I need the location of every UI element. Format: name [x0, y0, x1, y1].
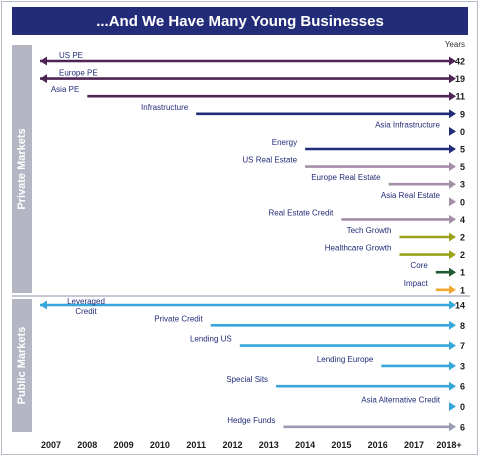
series-label: Lending US — [190, 335, 232, 344]
side-label: Private Markets — [16, 128, 28, 209]
x-tick-label: 2014 — [295, 440, 315, 450]
x-tick-label: 2011 — [186, 440, 206, 450]
series-label: Hedge Funds — [227, 416, 275, 425]
years-value: 6 — [460, 382, 465, 392]
series-arrowhead — [449, 91, 456, 101]
series-arrowhead — [449, 361, 456, 371]
years-value: 0 — [460, 197, 465, 207]
x-tick-label: 2015 — [331, 440, 351, 450]
series-arrowhead — [449, 179, 456, 189]
chart-title: ...And We Have Many Young Businesses — [12, 7, 468, 35]
years-value: 1 — [460, 285, 465, 295]
x-tick-label: 2016 — [368, 440, 388, 450]
series-label: Asia Alternative Credit — [361, 396, 440, 405]
years-value: 3 — [460, 180, 465, 190]
x-tick-label: 2009 — [114, 440, 134, 450]
series-arrowhead — [449, 74, 456, 84]
series-label: Asia PE — [51, 85, 79, 94]
series-label: Healthcare Growth — [325, 244, 392, 253]
side-label: Public Markets — [16, 327, 28, 405]
series-label: Real Estate Credit — [268, 208, 334, 217]
years-value: 2 — [460, 250, 465, 260]
series-label: Leveraged — [67, 297, 105, 306]
side-label-bar — [12, 299, 32, 432]
years-value: 19 — [455, 74, 465, 84]
series-label: Credit — [75, 307, 97, 316]
years-value: 5 — [460, 145, 465, 155]
series-label: Impact — [404, 279, 429, 288]
series-arrowhead — [449, 126, 456, 136]
series-back-arrowhead — [40, 300, 47, 310]
x-tick-label: 2012 — [222, 440, 242, 450]
series-label: Asia Infrastructure — [375, 120, 440, 129]
series-arrowhead — [449, 162, 456, 172]
x-tick-label: 2010 — [150, 440, 170, 450]
series-arrowhead — [449, 109, 456, 119]
years-value: 7 — [460, 341, 465, 351]
x-tick-label: 2007 — [41, 440, 61, 450]
years-value: 42 — [455, 57, 465, 67]
side-label-bar — [12, 45, 32, 293]
years-value: 1 — [460, 268, 465, 278]
series-arrowhead — [449, 56, 456, 66]
years-value: 2 — [460, 233, 465, 243]
series-label: Tech Growth — [347, 226, 392, 235]
series-back-arrowhead — [40, 74, 47, 84]
series-label: Private Credit — [154, 314, 203, 323]
x-tick-label: 2018+ — [436, 440, 461, 450]
series-arrowhead — [449, 381, 456, 391]
series-arrowhead — [449, 232, 456, 242]
series-label: Core — [410, 261, 428, 270]
years-value: 5 — [460, 162, 465, 172]
series-arrowhead — [449, 320, 456, 330]
years-value: 11 — [455, 92, 465, 102]
series-label: Energy — [272, 138, 297, 147]
series-label: Asia Real Estate — [381, 191, 441, 200]
years-value: 6 — [460, 422, 465, 432]
series-arrowhead — [449, 144, 456, 154]
years-value: 4 — [460, 215, 465, 225]
x-tick-label: 2017 — [404, 440, 424, 450]
series-label: Europe PE — [59, 69, 98, 78]
series-arrowhead — [449, 267, 456, 277]
series-arrowhead — [449, 214, 456, 224]
series-arrowhead — [449, 300, 456, 310]
years-value: 3 — [460, 361, 465, 371]
series-arrowhead — [449, 250, 456, 260]
years-value: 8 — [460, 321, 465, 331]
years-value: 9 — [460, 109, 465, 119]
series-arrowhead — [449, 197, 456, 207]
years-value: 0 — [460, 402, 465, 412]
years-value: 14 — [455, 301, 465, 311]
series-label: US PE — [59, 51, 83, 60]
series-label: Special Sits — [226, 375, 268, 384]
series-back-arrowhead — [40, 56, 47, 66]
x-tick-label: 2013 — [259, 440, 279, 450]
series-label: Infrastructure — [141, 103, 189, 112]
series-label: Lending Europe — [317, 355, 374, 364]
series-arrowhead — [449, 422, 456, 432]
years-value: 0 — [460, 127, 465, 137]
years-header: Years — [445, 40, 465, 49]
x-tick-label: 2008 — [77, 440, 97, 450]
series-label: Europe Real Estate — [311, 173, 381, 182]
series-label: US Real Estate — [242, 156, 297, 165]
series-arrowhead — [449, 341, 456, 351]
series-arrowhead — [449, 402, 456, 411]
series-arrowhead — [449, 285, 456, 295]
